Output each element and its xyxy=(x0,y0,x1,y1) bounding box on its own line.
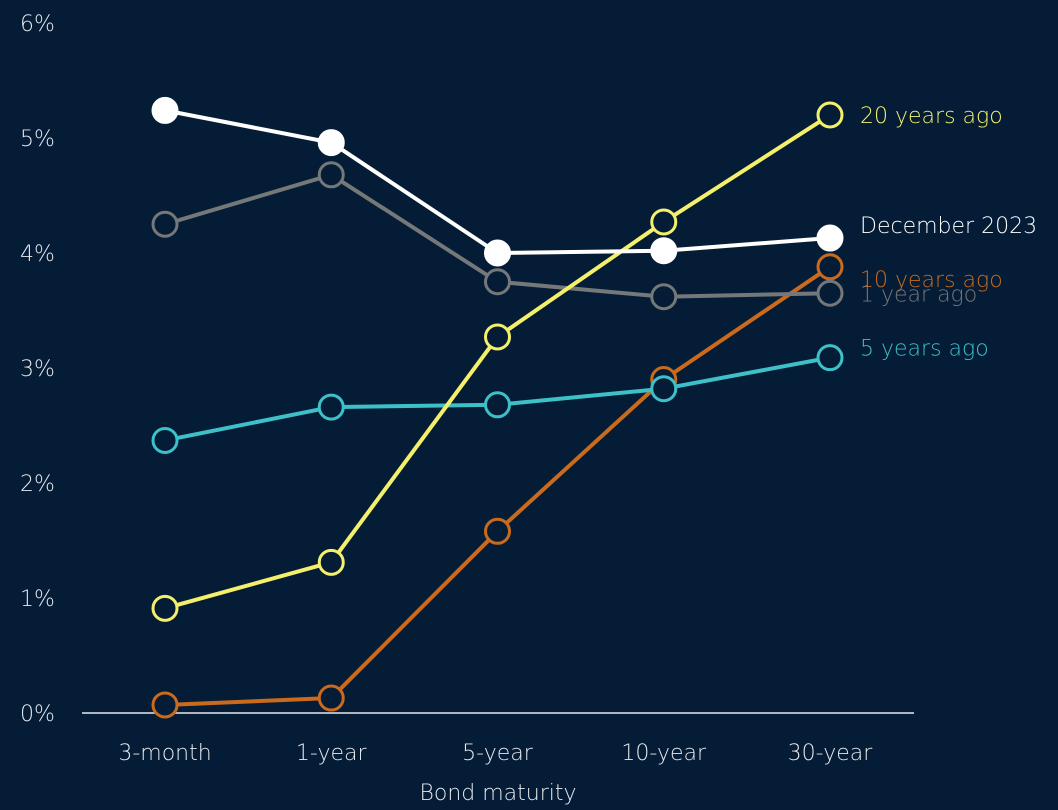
data-point xyxy=(816,101,844,129)
series-label: 10 years ago xyxy=(860,268,1003,293)
series-labels: 10 years ago 5 years ago 1 year ago 20 year… xyxy=(860,104,1037,362)
data-point xyxy=(484,517,511,545)
series-label: 1 year ago xyxy=(860,282,977,307)
series-line xyxy=(163,108,832,255)
y-axis-ticks: 0% 1% 2% 3% 4% 5% 6% xyxy=(20,12,55,727)
data-point xyxy=(317,548,345,576)
series-layer xyxy=(151,96,844,719)
y-tick-label: 5% xyxy=(20,127,55,152)
series-20-years-ago xyxy=(151,101,844,622)
data-point xyxy=(816,279,844,307)
data-point xyxy=(484,323,511,351)
x-tick-label: 5-year xyxy=(462,741,534,766)
series-label: December 2023 xyxy=(860,214,1037,239)
data-point xyxy=(650,375,678,403)
data-point xyxy=(650,237,678,265)
series-label: 20 years ago xyxy=(860,104,1003,129)
series-label: 5 years ago xyxy=(860,337,989,362)
data-point xyxy=(484,239,511,267)
x-tick-label: 1-year xyxy=(296,741,368,766)
series-1-year-ago xyxy=(151,161,844,311)
data-point xyxy=(816,224,844,252)
data-point xyxy=(816,253,844,281)
series-december-2023 xyxy=(151,96,844,267)
x-tick-label: 10-year xyxy=(621,741,707,766)
data-point xyxy=(151,426,179,454)
data-point xyxy=(151,594,179,622)
y-tick-label: 0% xyxy=(20,702,55,727)
y-tick-label: 4% xyxy=(20,242,55,267)
data-point xyxy=(650,208,678,236)
data-point xyxy=(484,268,511,296)
data-point xyxy=(317,393,345,421)
data-point xyxy=(317,684,345,712)
data-point xyxy=(151,96,179,124)
data-point xyxy=(151,691,179,719)
data-point xyxy=(317,129,345,157)
data-point xyxy=(816,344,844,372)
y-tick-label: 6% xyxy=(20,12,55,37)
data-point xyxy=(650,283,678,311)
x-tick-label: 30-year xyxy=(788,741,874,766)
y-tick-label: 2% xyxy=(20,472,55,497)
series-5-years-ago xyxy=(151,344,844,454)
x-axis-ticks: 3-month 1-year 5-year 10-year 30-year xyxy=(118,741,873,766)
x-axis-title: Bond maturity xyxy=(419,781,576,806)
data-point xyxy=(317,161,345,189)
x-tick-label: 3-month xyxy=(118,741,211,766)
data-point xyxy=(484,391,511,419)
y-tick-label: 1% xyxy=(20,587,55,612)
y-tick-label: 3% xyxy=(20,357,55,382)
data-point xyxy=(151,210,179,238)
